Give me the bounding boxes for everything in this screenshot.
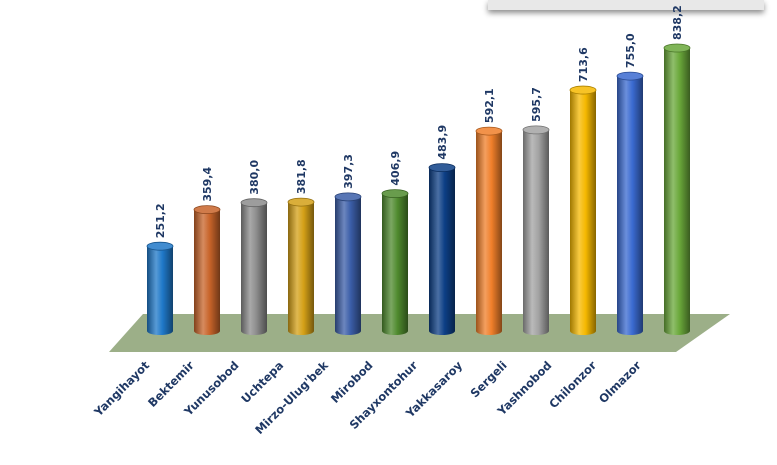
bar-body bbox=[335, 196, 361, 335]
bar-body bbox=[429, 167, 455, 335]
bar-top-cap bbox=[287, 197, 315, 207]
bar-uchtepa bbox=[287, 197, 315, 335]
value-label: 755,0 bbox=[624, 33, 637, 68]
value-label: 406,9 bbox=[389, 151, 402, 186]
value-label: 397,3 bbox=[342, 154, 355, 189]
bar-mirzo-ulug-bek bbox=[334, 192, 362, 335]
bar-top-cap bbox=[240, 198, 268, 208]
bar-body bbox=[476, 131, 502, 335]
bar-top-cap bbox=[569, 85, 597, 95]
value-label: 592,1 bbox=[483, 88, 496, 123]
bar-top-cap bbox=[146, 241, 174, 251]
bar-yashnobod bbox=[569, 85, 597, 335]
value-label: 838,2 bbox=[671, 5, 684, 40]
bar-body bbox=[523, 129, 549, 335]
value-label: 713,6 bbox=[577, 47, 590, 82]
bar-top-cap bbox=[381, 189, 409, 199]
bar-body bbox=[147, 246, 173, 335]
value-label: 359,4 bbox=[201, 167, 214, 202]
bar-mirobod bbox=[381, 189, 409, 335]
category-label: Sergeli bbox=[468, 358, 510, 400]
bar-body bbox=[617, 76, 643, 335]
bar-top-cap bbox=[193, 205, 221, 215]
bar-bektemir bbox=[193, 205, 221, 335]
bar-body bbox=[194, 209, 220, 335]
value-label: 381,8 bbox=[295, 159, 308, 194]
bars-layer bbox=[146, 43, 691, 335]
value-label: 251,2 bbox=[154, 203, 167, 238]
category-label: Mirobod bbox=[328, 358, 376, 406]
bar-shayxontohur bbox=[428, 163, 456, 335]
bar-top-cap bbox=[475, 126, 503, 136]
category-label: Olmazor bbox=[596, 358, 644, 406]
bar-sergeli bbox=[522, 125, 550, 335]
bar-yakkasaroy bbox=[475, 126, 503, 335]
header-box-shadow bbox=[488, 0, 764, 10]
bar-top-cap bbox=[428, 163, 456, 173]
category-label: Chilonzor bbox=[546, 358, 599, 411]
bar-body bbox=[241, 202, 267, 335]
bar-top-cap bbox=[334, 192, 362, 202]
bar-yangihayot bbox=[146, 241, 174, 335]
value-label: 595,7 bbox=[530, 87, 543, 122]
bar-top-cap bbox=[663, 43, 691, 53]
bar-body bbox=[288, 202, 314, 335]
bar-body bbox=[382, 193, 408, 335]
bar-body bbox=[570, 90, 596, 335]
bar-top-cap bbox=[616, 71, 644, 81]
bar-top-cap bbox=[522, 125, 550, 135]
bar-yunusobod bbox=[240, 198, 268, 335]
value-label: 380,0 bbox=[248, 160, 261, 195]
bar-olmazor bbox=[663, 43, 691, 335]
category-label: Yangihayot bbox=[91, 358, 153, 420]
bar-body bbox=[664, 48, 690, 335]
bar-chilonzor bbox=[616, 71, 644, 335]
value-label: 483,9 bbox=[436, 125, 449, 160]
